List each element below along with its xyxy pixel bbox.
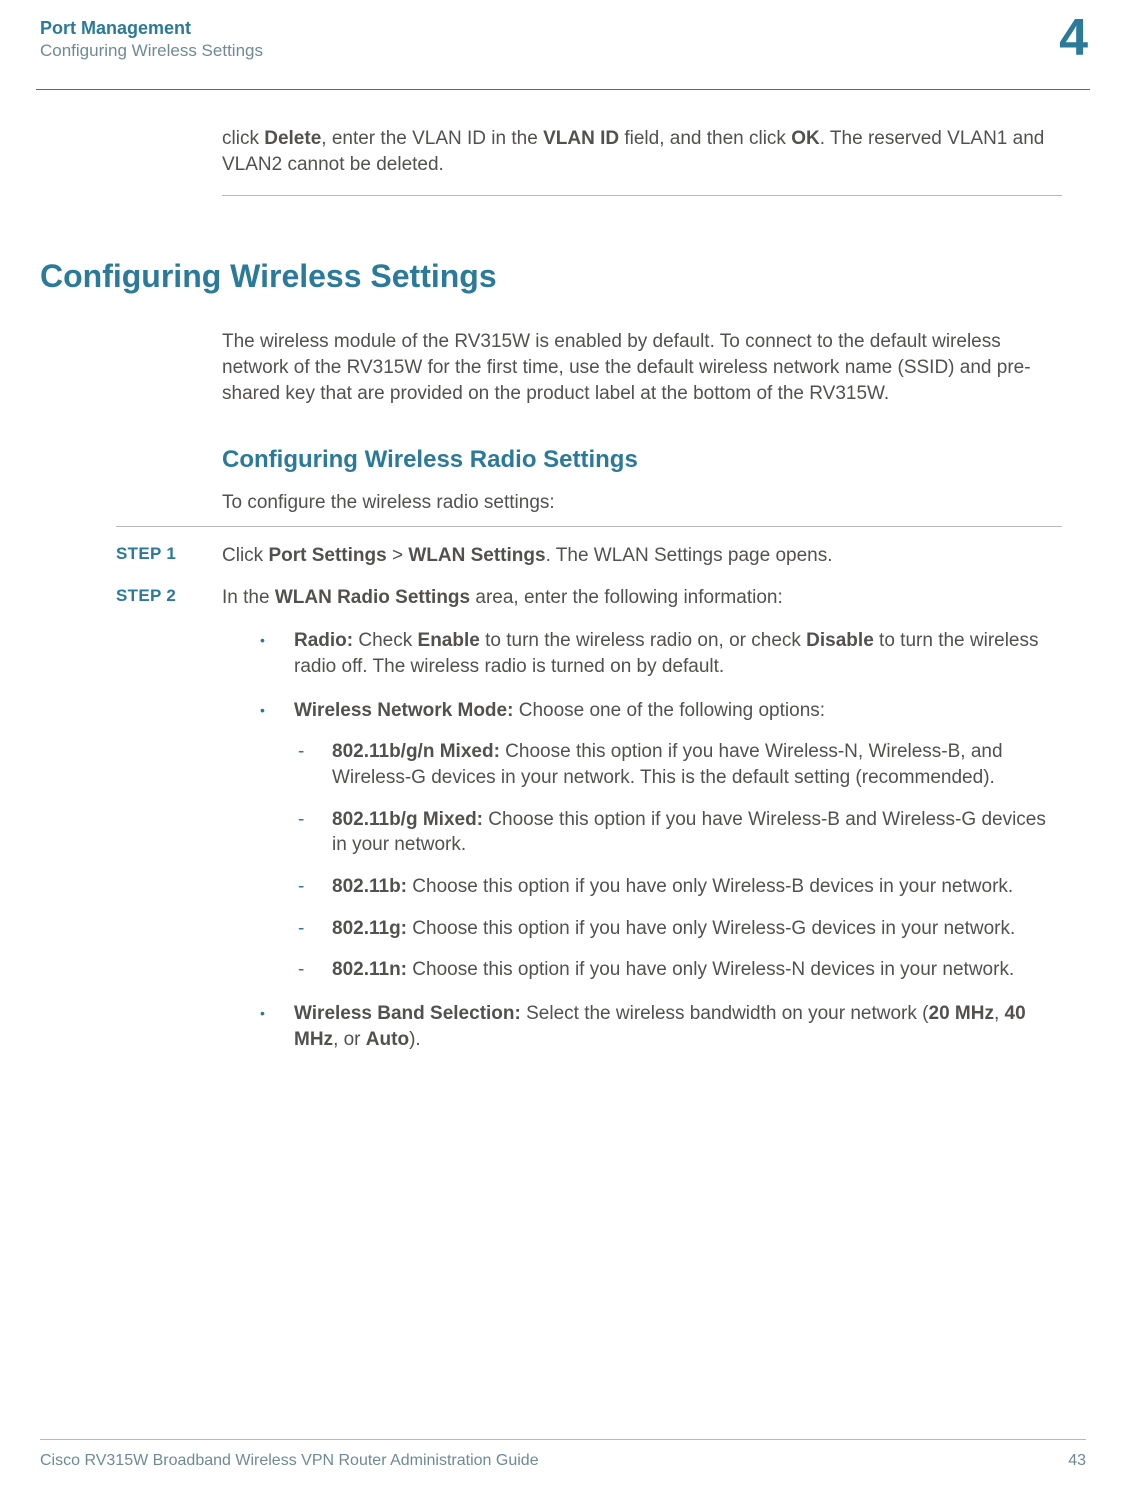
bold: Radio: [294,630,353,651]
text: , enter the VLAN ID in the [321,128,543,149]
sub-bullet-item: - 802.11n: Choose this option if you hav… [298,957,1062,983]
header-rule [36,89,1090,90]
bullet-item: • Radio: Check Enable to turn the wirele… [260,628,1062,679]
bullet-text: 802.11n: Choose this option if you have … [332,957,1062,983]
footer-guide: Cisco RV315W Broadband Wireless VPN Rout… [40,1452,539,1470]
page-header: Port Management Configuring Wireless Set… [0,0,1126,61]
text: . The WLAN Settings page opens. [546,545,833,566]
dash-marker: - [298,916,332,942]
bullet-marker: • [260,698,294,724]
header-title: Port Management [40,18,1066,39]
dash-marker: - [298,957,332,983]
bold: VLAN ID [543,128,619,149]
text: ). [409,1029,421,1050]
bullet-text: Wireless Band Selection: Select the wire… [294,1001,1062,1052]
bold: 802.11n: [332,959,407,980]
sub-bullet-item: - 802.11g: Choose this option if you hav… [298,916,1062,942]
bullet-text: Wireless Network Mode: Choose one of the… [294,698,1062,724]
body-paragraph: To configure the wireless radio settings… [222,492,1062,514]
dash-marker: - [298,807,332,858]
text: Check [353,630,417,651]
bold: OK [791,128,820,149]
section-heading: Configuring Wireless Settings [40,258,1062,295]
bullet-text: 802.11b: Choose this option if you have … [332,874,1062,900]
dash-marker: - [298,874,332,900]
header-subtitle: Configuring Wireless Settings [40,41,1066,61]
bold: Port Settings [268,545,386,566]
sub-bullet-item: - 802.11b/g/n Mixed: Choose this option … [298,739,1062,790]
page-content: click Delete, enter the VLAN ID in the V… [0,126,1126,1052]
text: area, enter the following information: [470,587,783,608]
bold: Auto [366,1029,409,1050]
bullet-marker: • [260,1001,294,1052]
bold: Delete [264,128,321,149]
text: Choose this option if you have only Wire… [407,959,1014,980]
bold: Enable [418,630,480,651]
step-label: STEP 1 [116,543,222,569]
text: to turn the wireless radio on, or check [480,630,806,651]
bold: 20 MHz [929,1003,994,1024]
body-paragraph: The wireless module of the RV315W is ena… [222,329,1062,406]
footer-row: Cisco RV315W Broadband Wireless VPN Rout… [40,1452,1086,1470]
step-rule [116,526,1062,527]
text: Click [222,545,268,566]
text: Choose this option if you have only Wire… [407,876,1013,897]
step-text: Click Port Settings > WLAN Settings. The… [222,543,1062,569]
bullet-text: 802.11b/g Mixed: Choose this option if y… [332,807,1062,858]
step-label: STEP 2 [116,585,222,611]
bold: Disable [806,630,874,651]
bold: 802.11b/g/n Mixed: [332,741,500,762]
bullet-marker: • [260,628,294,679]
bold: WLAN Radio Settings [275,587,470,608]
text: field, and then click [619,128,791,149]
dash-marker: - [298,739,332,790]
text: In the [222,587,275,608]
step-text: In the WLAN Radio Settings area, enter t… [222,585,1062,611]
footer-page: 43 [1068,1452,1086,1470]
step-item: STEP 2 In the WLAN Radio Settings area, … [116,585,1062,611]
text: , or [333,1029,366,1050]
page-footer: Cisco RV315W Broadband Wireless VPN Rout… [40,1439,1086,1470]
bullet-item: • Wireless Band Selection: Select the wi… [260,1001,1062,1052]
bold: Wireless Network Mode: [294,700,513,721]
bullet-text: 802.11b/g/n Mixed: Choose this option if… [332,739,1062,790]
text: > [387,545,409,566]
text: Choose one of the following options: [513,700,825,721]
intro-paragraph: click Delete, enter the VLAN ID in the V… [222,126,1062,177]
text: Select the wireless bandwidth on your ne… [521,1003,929,1024]
section-rule [222,195,1062,196]
text: click [222,128,264,149]
chapter-number: 4 [1059,8,1088,68]
text: , [994,1003,1005,1024]
bold: WLAN Settings [408,545,545,566]
sub-bullet-item: - 802.11b: Choose this option if you hav… [298,874,1062,900]
step-item: STEP 1 Click Port Settings > WLAN Settin… [116,543,1062,569]
bullet-text: Radio: Check Enable to turn the wireless… [294,628,1062,679]
bold: 802.11b/g Mixed: [332,809,483,830]
bold: 802.11g: [332,918,407,939]
sub-bullet-item: - 802.11b/g Mixed: Choose this option if… [298,807,1062,858]
subsection-heading: Configuring Wireless Radio Settings [222,446,1062,474]
bold: Wireless Band Selection: [294,1003,521,1024]
footer-rule [40,1439,1086,1440]
text: Choose this option if you have only Wire… [407,918,1015,939]
bullet-item: • Wireless Network Mode: Choose one of t… [260,698,1062,724]
bold: 802.11b: [332,876,407,897]
bullet-text: 802.11g: Choose this option if you have … [332,916,1062,942]
